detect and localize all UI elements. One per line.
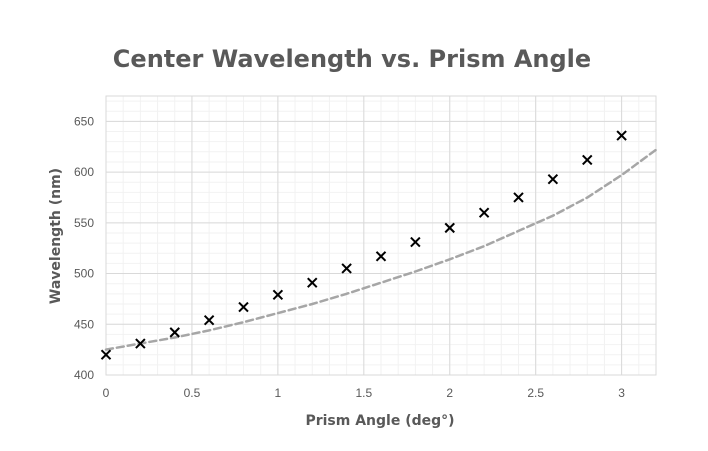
data-point-marker: [100, 349, 112, 360]
data-point-marker: [238, 301, 249, 313]
y-tick-label: 450: [74, 317, 94, 331]
data-point-marker: [513, 192, 524, 203]
chart-title: Center Wavelength vs. Prism Angle: [113, 45, 591, 73]
data-point-marker: [341, 263, 352, 274]
x-axis-label: Prism Angle (deg°): [305, 413, 454, 429]
gridlines: [105, 96, 657, 376]
y-tick-label: 500: [74, 267, 94, 281]
data-point-marker: [307, 277, 318, 288]
data-point-marker: [444, 222, 455, 234]
data-point-marker: [135, 338, 146, 349]
y-tick-label: 550: [74, 216, 94, 230]
y-axis-label: Wavelength (nm): [48, 168, 64, 304]
data-point-marker: [410, 236, 421, 248]
x-axis: 0 0.5 1 1.5 2 2.5 3: [103, 386, 626, 400]
x-tick-label: 3: [618, 386, 625, 400]
curve-series: [104, 148, 658, 351]
plot-area-border: [105, 95, 657, 376]
data-point-marker: [169, 327, 180, 338]
data-point-marker: [547, 173, 559, 185]
x-tick-label: 2.5: [527, 386, 544, 400]
y-tick-label: 600: [74, 165, 94, 179]
data-point-marker: [203, 315, 215, 326]
x-tick-label: 1.5: [355, 386, 372, 400]
data-point-marker: [272, 289, 284, 301]
marker-series: [100, 130, 627, 360]
y-tick-label: 650: [74, 114, 94, 128]
x-tick-label: 2: [446, 386, 453, 400]
y-tick-label: 400: [74, 368, 94, 382]
data-point-marker: [478, 207, 490, 218]
data-point-marker: [582, 154, 593, 166]
y-axis: 400 450 500 550 600 650: [74, 114, 94, 382]
x-tick-label: 1: [275, 386, 282, 400]
dashed-fit-curve: [104, 148, 658, 351]
data-point-marker: [616, 130, 627, 141]
data-point-marker: [375, 251, 387, 262]
x-tick-label: 0: [103, 386, 110, 400]
x-tick-label: 0.5: [184, 386, 201, 400]
